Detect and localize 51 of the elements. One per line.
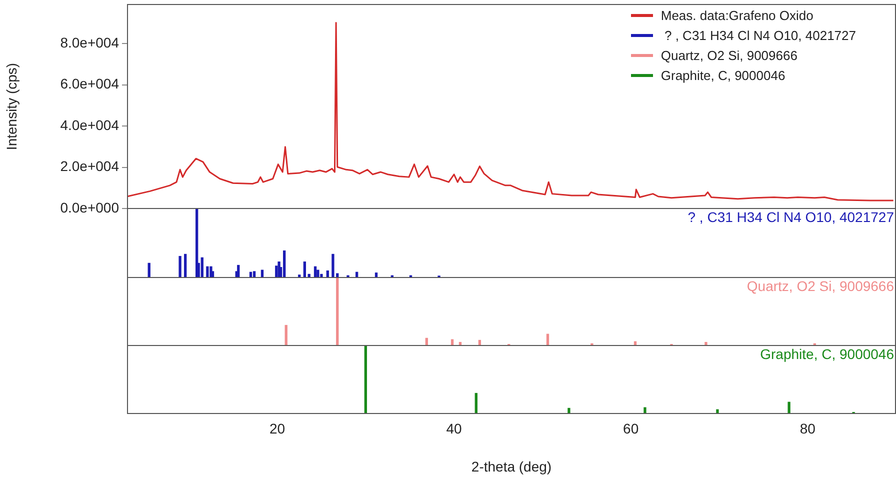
x-tick-label: 40 [446, 420, 462, 436]
x-tick-label: 60 [623, 420, 639, 436]
bar [450, 339, 454, 345]
text: Quartz, O2 Si, 9009666 [746, 278, 894, 294]
bar [704, 342, 708, 345]
bar [275, 266, 278, 277]
bar [249, 272, 252, 277]
y-tick-label: 8.0e+004 [60, 34, 120, 50]
x-axis-title: 2-theta (deg) [471, 458, 552, 474]
bar [148, 262, 150, 277]
text: Graphite, C, 9000046 [760, 346, 894, 362]
bar [332, 254, 334, 277]
bar [252, 271, 256, 277]
legend-label: Graphite, C, 9000046 [660, 68, 786, 82]
bar [478, 340, 482, 345]
bar [458, 342, 462, 345]
bar [308, 274, 310, 277]
bar [320, 274, 323, 277]
bar [178, 256, 182, 277]
legend-label: ? , C31 H34 Cl N4 O10, 4021727 [663, 28, 856, 42]
bar [716, 409, 719, 413]
legend-label: Meas. data:Grafeno Oxido [660, 8, 814, 22]
bar [184, 254, 187, 277]
bar [260, 270, 264, 277]
legend-label: Quartz, O2 Si, 9009666 [660, 48, 798, 62]
bar [364, 345, 367, 413]
y-tick-label: 6.0e+004 [60, 76, 120, 92]
bar [355, 272, 358, 277]
y-tick-label: 4.0e+004 [60, 116, 120, 133]
bar [200, 257, 204, 277]
bar [206, 266, 209, 277]
y-tick-label: 2.0e+004 [60, 158, 120, 174]
y-tick-label: 0.0e+000 [60, 199, 120, 216]
bar [303, 261, 306, 277]
bar [425, 338, 428, 345]
bar [283, 250, 286, 277]
bar [546, 334, 550, 345]
y-axis-title: Intensity (cps) [3, 62, 20, 150]
x-tick-label: 80 [800, 420, 816, 436]
text: ? , C31 H34 Cl N4 O10, 4021727 [688, 208, 894, 225]
bar [326, 270, 329, 277]
bar [374, 272, 378, 277]
bar [644, 407, 646, 413]
bar [568, 408, 570, 413]
bar [474, 392, 478, 413]
bar [284, 324, 288, 345]
bar [314, 266, 317, 277]
bar [788, 402, 790, 413]
bar [237, 264, 240, 277]
x-tick-label: 20 [269, 420, 286, 436]
bar [316, 270, 320, 277]
